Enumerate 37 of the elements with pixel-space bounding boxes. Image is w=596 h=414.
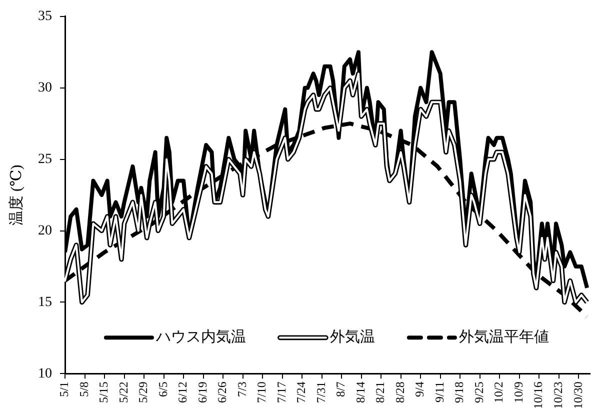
y-axis-title: 温度 (℃) <box>8 164 25 226</box>
x-tick-label: 6/26 <box>215 382 230 404</box>
x-tick-label: 9/25 <box>472 382 486 404</box>
x-tick-label: 9/11 <box>432 382 446 403</box>
x-tick-label: 5/1 <box>57 382 72 398</box>
x-tick-label: 5/29 <box>136 382 150 404</box>
x-tick-label: 7/24 <box>294 382 308 404</box>
x-tick-label: 8/7 <box>334 382 348 398</box>
x-tick-label: 8/21 <box>373 382 388 404</box>
x-tick-label: 7/10 <box>254 382 269 404</box>
x-tick-label: 10/23 <box>551 382 565 410</box>
legend-label: 外気温 <box>330 328 375 346</box>
x-tick-label: 5/15 <box>96 382 111 404</box>
x-tick-label: 5/22 <box>116 382 130 404</box>
x-tick-label: 8/28 <box>392 382 407 404</box>
x-tick-label: 6/12 <box>176 382 190 404</box>
x-tick-label: 8/14 <box>353 382 368 404</box>
x-tick-label: 7/31 <box>314 382 328 404</box>
x-tick-label: 7/3 <box>234 382 249 398</box>
x-tick-label: 10/2 <box>492 382 506 404</box>
y-tick-label: 15 <box>38 294 52 310</box>
y-tick-label: 10 <box>38 366 52 382</box>
x-tick-label: 6/5 <box>156 382 170 398</box>
y-tick-label: 20 <box>38 223 52 238</box>
y-tick-label: 30 <box>38 80 52 96</box>
x-tick-label: 6/19 <box>195 382 210 404</box>
x-tick-label: 5/8 <box>76 382 91 398</box>
x-tick-label: 9/18 <box>452 382 466 404</box>
x-tick-label: 10/16 <box>531 382 546 410</box>
y-tick-label: 25 <box>38 152 52 167</box>
legend-label: ハウス内気温 <box>154 328 246 346</box>
x-tick-label: 10/9 <box>511 382 526 404</box>
legend-label: 外気温平年値 <box>458 328 549 346</box>
x-tick-label: 9/4 <box>412 382 427 398</box>
y-tick-label: 35 <box>38 9 52 24</box>
x-tick-label: 10/30 <box>570 382 585 410</box>
x-tick-label: 7/17 <box>274 382 288 404</box>
